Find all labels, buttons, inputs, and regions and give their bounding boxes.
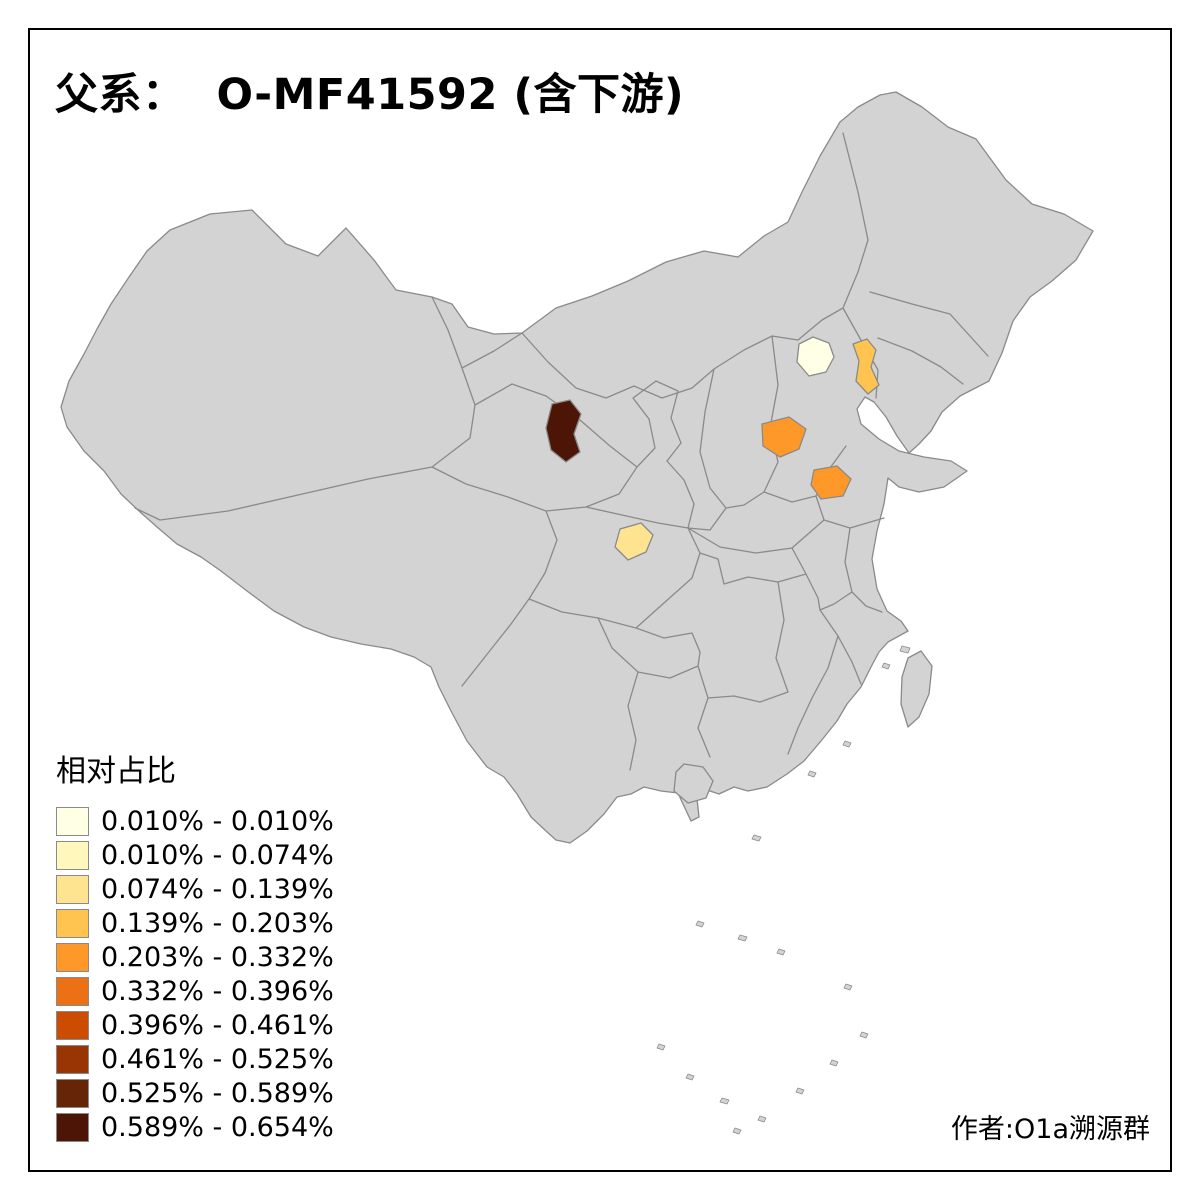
legend-label: 0.010% - 0.010% (101, 805, 334, 837)
legend-swatch (56, 942, 89, 972)
legend-swatch (56, 1078, 89, 1108)
legend-label: 0.525% - 0.589% (101, 1077, 334, 1109)
land-group (60, 91, 1094, 1135)
region-sichuan-chengdu (614, 522, 654, 561)
page-title: 父系： O-MF41592 (含下游) (55, 70, 685, 120)
legend-label: 0.139% - 0.203% (101, 907, 334, 939)
legend-title: 相对占比 (56, 754, 176, 789)
legend-item: 0.525% - 0.589% (56, 1076, 334, 1110)
province-borders (134, 132, 989, 771)
region-beijing (796, 336, 835, 377)
legend-label: 0.396% - 0.461% (101, 1009, 334, 1041)
legend-swatch (56, 976, 89, 1006)
legend-swatch (56, 1044, 89, 1074)
region-qinghai-northeast (545, 399, 582, 463)
author-credit: 作者:O1a溯源群 (950, 1114, 1150, 1145)
mainland (60, 91, 1094, 844)
legend-label: 0.589% - 0.654% (101, 1111, 334, 1143)
legend-swatch (56, 874, 89, 904)
legend-item: 0.203% - 0.332% (56, 940, 334, 974)
legend-swatch (56, 908, 89, 938)
legend-item: 0.332% - 0.396% (56, 974, 334, 1008)
legend-item: 0.139% - 0.203% (56, 906, 334, 940)
taiwan-island (900, 650, 933, 728)
legend-item: 0.589% - 0.654% (56, 1110, 334, 1144)
region-tianjin (852, 338, 880, 395)
region-hebei-shijiazhuang (761, 416, 807, 458)
legend-item: 0.461% - 0.525% (56, 1042, 334, 1076)
region-shandong-henan-border (810, 465, 852, 500)
legend-label: 0.332% - 0.396% (101, 975, 334, 1007)
legend-label: 0.010% - 0.074% (101, 839, 334, 871)
legend-swatch (56, 1010, 89, 1040)
legend-swatch (56, 806, 89, 836)
legend-item: 0.396% - 0.461% (56, 1008, 334, 1042)
legend-swatch (56, 840, 89, 870)
legend-item: 0.010% - 0.074% (56, 838, 334, 872)
legend-label: 0.203% - 0.332% (101, 941, 334, 973)
legend-item: 0.010% - 0.010% (56, 804, 334, 838)
south-china-sea-islands (656, 645, 911, 1135)
legend-item: 0.074% - 0.139% (56, 872, 334, 906)
hainan-island (673, 763, 714, 804)
legend: 相对占比 0.010% - 0.010% 0.010% - 0.074% 0.0… (56, 746, 334, 1144)
legend-label: 0.074% - 0.139% (101, 873, 334, 905)
legend-label: 0.461% - 0.525% (101, 1043, 334, 1075)
legend-swatch (56, 1112, 89, 1142)
